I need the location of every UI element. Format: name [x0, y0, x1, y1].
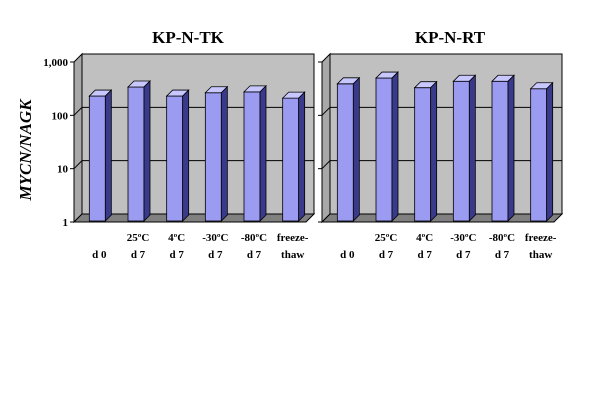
x-category-label: 25ºC — [127, 232, 150, 244]
x-category-label: 4ºC — [168, 232, 185, 244]
y-axis-label: MYCN/NAGK — [16, 98, 35, 202]
bar-front — [88, 95, 106, 222]
bar-side — [546, 81, 554, 222]
bar-side — [182, 89, 190, 222]
bar — [452, 74, 477, 222]
x-category-label: d 7 — [247, 249, 262, 261]
bar — [491, 74, 515, 222]
chart-title: KP-N-TK — [152, 28, 225, 47]
bar-front — [127, 86, 145, 222]
y-tick-label: 1,000 — [43, 57, 68, 69]
bar-side — [468, 74, 476, 222]
bar-front — [452, 80, 470, 222]
y-tick-label: 1 — [63, 217, 69, 229]
bar-front — [375, 77, 393, 222]
gridline — [73, 106, 314, 116]
bar-side — [104, 89, 112, 222]
bar-side — [220, 85, 228, 222]
bar-front — [530, 88, 548, 222]
x-category-label: thaw — [281, 249, 304, 261]
x-category-label: d 7 — [495, 249, 510, 261]
x-category-label: 4ºC — [416, 232, 433, 244]
plot-back-wall — [329, 53, 563, 215]
bar-front — [204, 92, 222, 222]
bar — [375, 71, 399, 222]
bar — [88, 89, 113, 222]
x-category-label: thaw — [529, 249, 552, 261]
bar-side — [352, 76, 360, 222]
bar — [127, 80, 151, 222]
bar-side — [430, 80, 438, 222]
bar-front — [414, 87, 432, 222]
bar-side — [298, 91, 306, 222]
plot-back-wall — [81, 53, 315, 215]
x-category-label: d 7 — [417, 249, 432, 261]
bar — [413, 80, 438, 222]
x-category-label: d 0 — [340, 249, 355, 261]
x-category-label: d 7 — [131, 249, 146, 261]
y-tick-label: 10 — [57, 164, 69, 176]
chart-title: KP-N-RT — [415, 28, 486, 47]
x-category-label: d 0 — [92, 249, 107, 261]
chart-panel-kp-n-rt: KP-N-RT d 0 25ºC d 7 4ºC d 7 -30ºC d 7 -80ºC d 7 f… — [318, 28, 564, 261]
bar-front — [491, 80, 509, 222]
y-tick-label: 100 — [52, 110, 69, 122]
plot-side-wall — [73, 52, 83, 224]
bar — [529, 81, 554, 222]
x-category-label: -80ºC — [241, 232, 267, 244]
x-category-label: d 7 — [208, 249, 223, 261]
gridline — [321, 160, 562, 170]
bar-front — [166, 95, 184, 222]
x-category-label: d 7 — [379, 249, 394, 261]
gridline — [73, 160, 314, 170]
plot-side-wall — [321, 52, 331, 224]
bar — [204, 85, 229, 222]
bar — [336, 76, 361, 222]
bar-side — [391, 71, 399, 222]
bar-side — [143, 80, 151, 222]
x-category-label: freeze- — [525, 232, 557, 244]
gridline — [321, 106, 562, 116]
bar — [281, 91, 306, 222]
x-category-label: -30ºC — [450, 232, 476, 244]
bar — [165, 89, 190, 222]
bar-front — [336, 83, 354, 222]
bar-side — [259, 84, 267, 222]
x-category-label: d 7 — [169, 249, 184, 261]
chart-panel-kp-n-tk: KP-N-TK 1 10 100 1,000 d 0 25ºC d 7 4ºC d 7 -30ºC d… — [43, 28, 316, 261]
x-category-label: 25ºC — [375, 232, 398, 244]
bar — [243, 84, 267, 222]
bar-front — [282, 97, 300, 222]
x-category-label: freeze- — [277, 232, 309, 244]
bar-front — [243, 91, 261, 222]
x-category-label: -80ºC — [489, 232, 515, 244]
bar-side — [507, 74, 515, 222]
x-category-label: -30ºC — [202, 232, 228, 244]
x-category-label: d 7 — [456, 249, 471, 261]
